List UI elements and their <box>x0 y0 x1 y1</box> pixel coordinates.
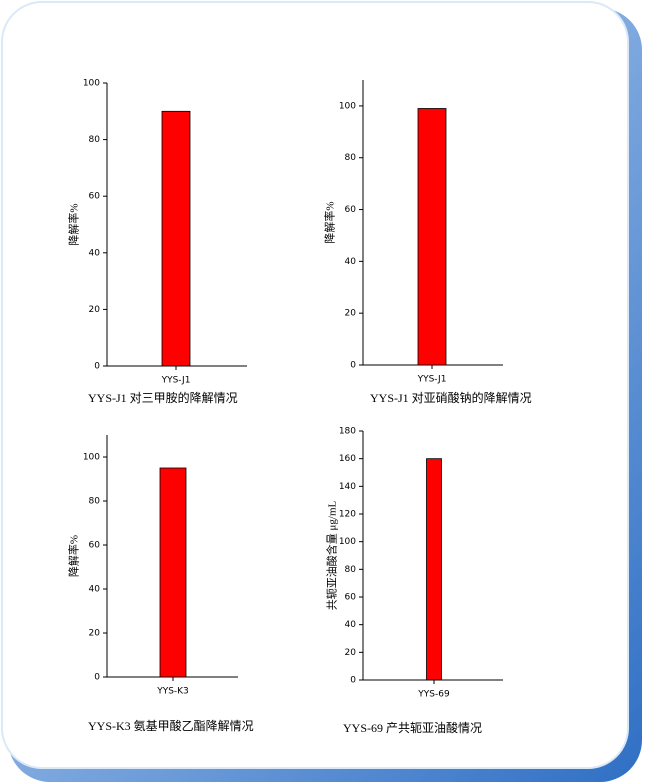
y-tick-label: 60 <box>345 593 357 603</box>
y-axis-label: 降解率% <box>67 203 81 245</box>
y-axis-label: 降解率% <box>67 535 81 577</box>
y-tick-label: 80 <box>345 153 357 163</box>
bar <box>426 458 442 681</box>
y-tick-label: 40 <box>345 257 357 267</box>
y-tick-label: 140 <box>339 482 356 492</box>
y-tick-label: 120 <box>339 510 356 520</box>
bar <box>417 108 447 366</box>
y-tick-label: 80 <box>89 497 101 507</box>
y-tick-label: 80 <box>345 565 357 575</box>
caption: YYS-J1 对三甲胺的降解情况 <box>88 390 238 405</box>
y-tick-label: 40 <box>89 248 101 258</box>
x-tick-label: YYS-K3 <box>156 687 189 697</box>
y-tick-label: 0 <box>350 676 356 686</box>
x-tick-label: YYS-69 <box>417 690 450 700</box>
y-tick-label: 0 <box>94 362 100 372</box>
y-tick-label: 100 <box>83 79 100 89</box>
y-tick-label: 40 <box>345 620 357 630</box>
card <box>1 1 629 769</box>
y-tick-label: 20 <box>89 629 101 639</box>
y-tick-label: 60 <box>345 205 357 215</box>
y-axis-label: 共轭亚油酸含量 μg/mL <box>325 500 339 610</box>
y-axis-label: 降解率% <box>323 201 337 243</box>
y-tick-label: 20 <box>345 648 357 658</box>
y-tick-label: 0 <box>94 673 100 683</box>
y-tick-label: 100 <box>339 537 356 547</box>
y-tick-label: 60 <box>89 192 101 202</box>
y-tick-label: 100 <box>339 101 356 111</box>
y-tick-label: 160 <box>339 454 356 464</box>
y-tick-label: 20 <box>345 309 357 319</box>
x-tick-label: YYS-J1 <box>161 376 191 386</box>
y-tick-label: 20 <box>89 305 101 315</box>
y-tick-label: 0 <box>350 361 356 371</box>
caption: YYS-J1 对亚硝酸钠的降解情况 <box>370 390 532 405</box>
y-tick-label: 60 <box>89 541 101 551</box>
caption: YYS-69 产共轭亚油酸情况 <box>343 720 482 735</box>
y-tick-label: 100 <box>83 453 100 463</box>
bar <box>159 467 187 678</box>
bar <box>161 110 191 367</box>
y-tick-label: 180 <box>339 427 356 437</box>
x-tick-label: YYS-J1 <box>417 375 447 385</box>
y-tick-label: 80 <box>89 135 101 145</box>
caption: YYS-K3 氨基甲酸乙酯降解情况 <box>88 718 254 733</box>
y-tick-label: 40 <box>89 585 101 595</box>
